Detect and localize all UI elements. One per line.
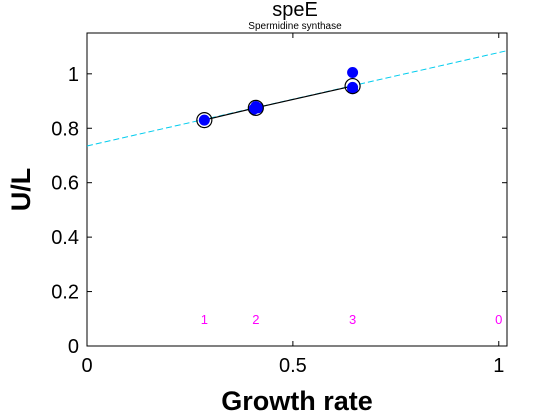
sample-count-label: 2 xyxy=(252,312,259,327)
y-tick-label: 0.8 xyxy=(51,118,79,140)
mean-point-ring xyxy=(344,77,361,95)
y-axis-label: U/L xyxy=(6,168,36,212)
mean-point-ring xyxy=(196,111,213,129)
x-tick-label: 1 xyxy=(493,355,504,377)
chart-subtitle: Spermidine synthase xyxy=(248,21,342,32)
sample-count-label: 0 xyxy=(495,312,502,327)
mean-point-ring xyxy=(247,99,264,116)
x-tick-label: 0.5 xyxy=(279,355,307,377)
y-tick-label: 0.4 xyxy=(51,227,79,249)
x-axis-label: Growth rate xyxy=(221,386,373,416)
sample-count-label: 3 xyxy=(349,312,356,327)
y-tick-label: 0 xyxy=(68,336,79,358)
y-tick-label: 0.2 xyxy=(51,282,79,304)
sample-count-label: 1 xyxy=(201,312,208,327)
data-point xyxy=(250,100,262,112)
plot-area xyxy=(86,32,508,347)
y-tick-label: 0.6 xyxy=(51,173,79,195)
data-point xyxy=(347,81,359,93)
data-point xyxy=(347,66,359,78)
y-tick-label: 1 xyxy=(68,64,79,86)
x-tick-label: 0 xyxy=(81,355,92,377)
chart-title: speE xyxy=(272,0,318,21)
data-point xyxy=(198,114,210,126)
